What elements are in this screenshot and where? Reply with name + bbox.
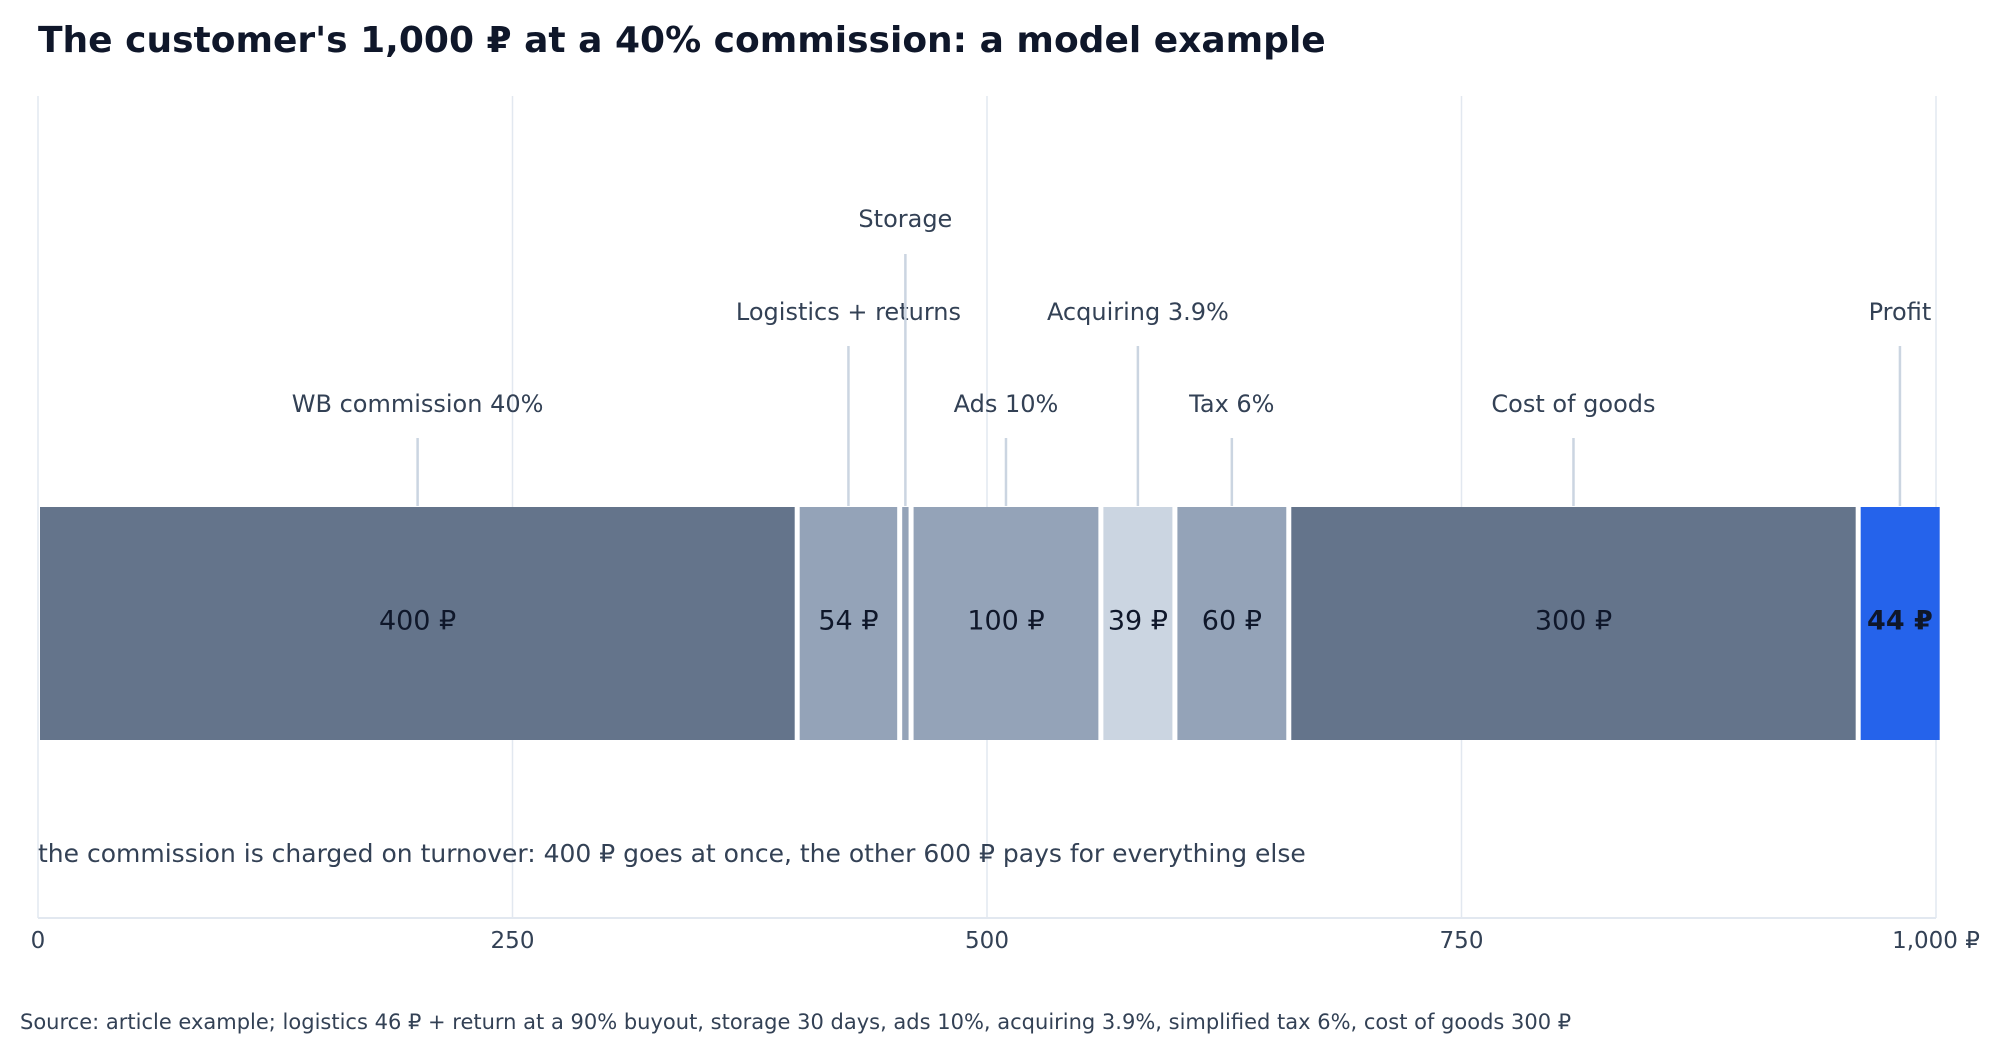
callout-label-cost-of-goods: Cost of goods <box>1491 390 1655 418</box>
bar-segment-profit <box>1860 507 1940 740</box>
bar-segment-cost-of-goods <box>1291 507 1856 740</box>
bar-value-label: 300 ₽ <box>1535 606 1612 637</box>
callout-label-ads-10: Ads 10% <box>954 390 1059 418</box>
bar-value-label: 39 ₽ <box>1108 606 1168 637</box>
source-note: Source: article example; logistics 46 ₽ … <box>20 1010 1572 1034</box>
stacked-bar: 400 ₽ 54 ₽ 100 ₽ 39 ₽ 60 ₽ 300 ₽ 44 ₽ <box>40 507 1940 740</box>
chart-title: The customer's 1,000 ₽ at a 40% commissi… <box>38 20 1326 61</box>
bar-segment-acquiring-3-9 <box>1103 507 1173 740</box>
bar-value-label: 100 ₽ <box>967 606 1044 637</box>
bar-value-label: 54 ₽ <box>818 606 878 637</box>
callout-label-profit: Profit <box>1869 298 1932 326</box>
bar-segment-ads-10 <box>913 507 1099 740</box>
callout-label-tax-6: Tax 6% <box>1188 390 1274 418</box>
x-tick-label: 0 <box>31 928 46 954</box>
callout-label-acquiring-3-9: Acquiring 3.9% <box>1047 298 1229 326</box>
callout-label-logistics-returns: Logistics + returns <box>736 298 961 326</box>
bar-segment-logistics-returns <box>799 507 898 740</box>
bar-segment-tax-6 <box>1177 507 1287 740</box>
bar-segment-wb-commission-40 <box>40 507 795 740</box>
bar-value-label: 44 ₽ <box>1867 606 1933 637</box>
bar-value-label: 60 ₽ <box>1202 606 1262 637</box>
x-tick-label: 250 <box>491 928 535 954</box>
bar-segment-storage <box>902 507 909 740</box>
segment-callouts: WB commission 40% Logistics + returns Stor… <box>292 205 1931 506</box>
x-tick-label: 1,000 ₽ <box>1892 928 1980 954</box>
chart-annotation: the commission is charged on turnover: 4… <box>38 839 1306 868</box>
callout-label-wb-commission-40: WB commission 40% <box>292 390 544 418</box>
bar-value-label: 400 ₽ <box>379 606 456 637</box>
x-tick-label: 500 <box>965 928 1009 954</box>
callout-label-storage: Storage <box>858 205 952 233</box>
x-tick-label: 750 <box>1440 928 1484 954</box>
x-axis: 0 250 500 750 1,000 ₽ <box>31 917 1980 954</box>
